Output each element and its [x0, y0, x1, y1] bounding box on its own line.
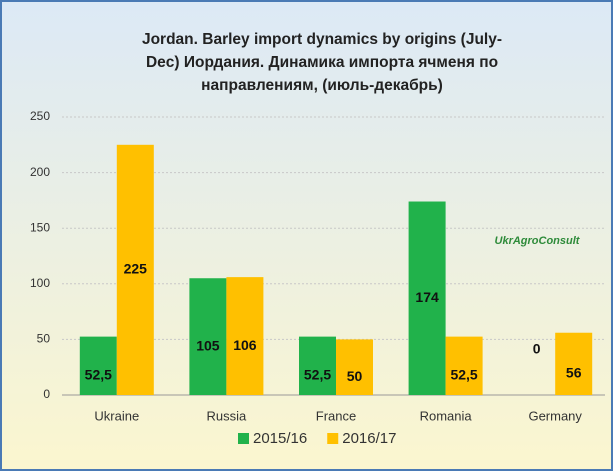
data-label: 174	[415, 289, 439, 305]
y-tick-label: 0	[43, 387, 50, 401]
data-label: 50	[347, 368, 363, 384]
data-label: 52,5	[85, 367, 112, 383]
bar	[79, 336, 117, 395]
bar	[299, 336, 336, 395]
chart-title: Dec) Иордания. Динамика импорта ячменя п…	[146, 54, 498, 71]
chart-title: Jordan. Barley import dynamics by origin…	[142, 31, 502, 48]
logo: UkrAgroConsult	[495, 235, 581, 247]
bar	[226, 277, 264, 395]
y-tick-label: 250	[30, 109, 50, 123]
x-tick-label: Romania	[420, 408, 473, 423]
legend-swatch	[327, 433, 339, 444]
x-tick-label: Russia	[207, 408, 248, 423]
bar	[445, 336, 483, 395]
chart-title: направлениям, (июль-декабрь)	[201, 77, 443, 94]
x-tick-label: France	[316, 408, 356, 423]
y-tick-label: 200	[30, 165, 50, 179]
data-label: 105	[196, 337, 220, 353]
bar	[555, 332, 593, 395]
data-label: 225	[124, 261, 148, 277]
bar	[116, 144, 154, 395]
bar	[408, 201, 446, 395]
bar	[336, 339, 373, 395]
legend-label: 2016/17	[342, 430, 396, 447]
bar	[189, 278, 227, 395]
legend-swatch	[238, 433, 249, 444]
data-label: 0	[533, 341, 541, 357]
data-label: 56	[566, 365, 582, 381]
data-label: 52,5	[304, 367, 331, 383]
y-tick-label: 150	[30, 220, 50, 234]
x-tick-label: Germany	[528, 408, 582, 423]
y-tick-label: 100	[30, 276, 50, 290]
data-label: 52,5	[450, 367, 477, 383]
y-tick-label: 50	[37, 332, 51, 346]
x-tick-label: Ukraine	[94, 408, 139, 423]
data-label: 106	[233, 337, 257, 353]
legend-label: 2015/16	[253, 430, 307, 447]
